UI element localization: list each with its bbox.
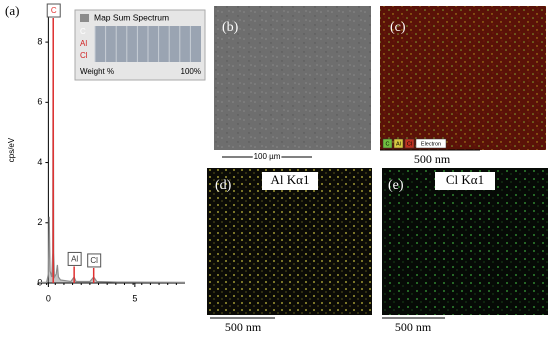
panel-label: (e) — [388, 178, 404, 193]
y-tick-label: 6 — [37, 97, 42, 107]
map-title: Al Kα1 — [271, 172, 310, 187]
map-image — [382, 168, 548, 315]
peak-label: Cl — [90, 256, 98, 265]
legend-row: Cl — [80, 51, 88, 60]
x-tick-label: 0 — [46, 293, 51, 303]
scale-label: 500 nm — [225, 320, 262, 334]
panel-c: (c) C Al Cl Electron 500 nm — [380, 6, 546, 166]
legend-total: 100% — [181, 67, 201, 76]
y-tick-label: 2 — [37, 217, 42, 227]
chip-label: Al — [396, 141, 401, 147]
peak-label: Al — [71, 255, 78, 264]
chip-label: Electron — [421, 141, 441, 147]
chip-label: Cl — [407, 141, 412, 147]
panel-d: (d) Al Kα1 500 nm — [207, 168, 372, 334]
peak-box — [87, 253, 102, 268]
peak-label: C — [51, 6, 57, 15]
panel-label: (c) — [390, 20, 406, 35]
panel-b: (b) 100 µm — [214, 6, 371, 163]
x-tick-label: 5 — [132, 293, 137, 303]
legend-title: Map Sum Spectrum — [94, 12, 169, 22]
panel-label: (a) — [5, 3, 19, 18]
chips: C Al Cl Electron — [382, 138, 447, 149]
map-image — [380, 6, 546, 150]
panel-label: (d) — [215, 178, 232, 193]
scale-label: 500 nm — [414, 152, 451, 166]
y-tick-label: 8 — [37, 36, 42, 46]
title-box — [435, 172, 495, 190]
map-image — [207, 168, 372, 315]
panel-label: (b) — [222, 20, 239, 35]
panel-e: (e) Cl Kα1 500 nm — [382, 168, 548, 334]
y-tick-label: 4 — [37, 157, 42, 167]
legend-swatch — [80, 14, 89, 22]
chip — [415, 138, 447, 149]
peak-box — [67, 251, 82, 266]
peak-box — [46, 3, 61, 18]
title-box — [262, 172, 318, 190]
legend-row: Al — [80, 39, 87, 48]
chip — [404, 138, 415, 149]
chip — [393, 138, 404, 149]
scale-label: 500 nm — [395, 320, 432, 334]
chip-label: C — [386, 141, 390, 147]
map-title: Cl Kα1 — [446, 172, 484, 187]
sem-image — [214, 6, 371, 150]
chip — [382, 138, 393, 149]
spectrum-line — [39, 17, 186, 283]
y-axis-label: cps/eV — [7, 137, 16, 162]
legend-footer: Weight % — [80, 67, 114, 76]
scale-label: 100 µm — [254, 152, 281, 161]
legend-row: C — [80, 27, 86, 36]
